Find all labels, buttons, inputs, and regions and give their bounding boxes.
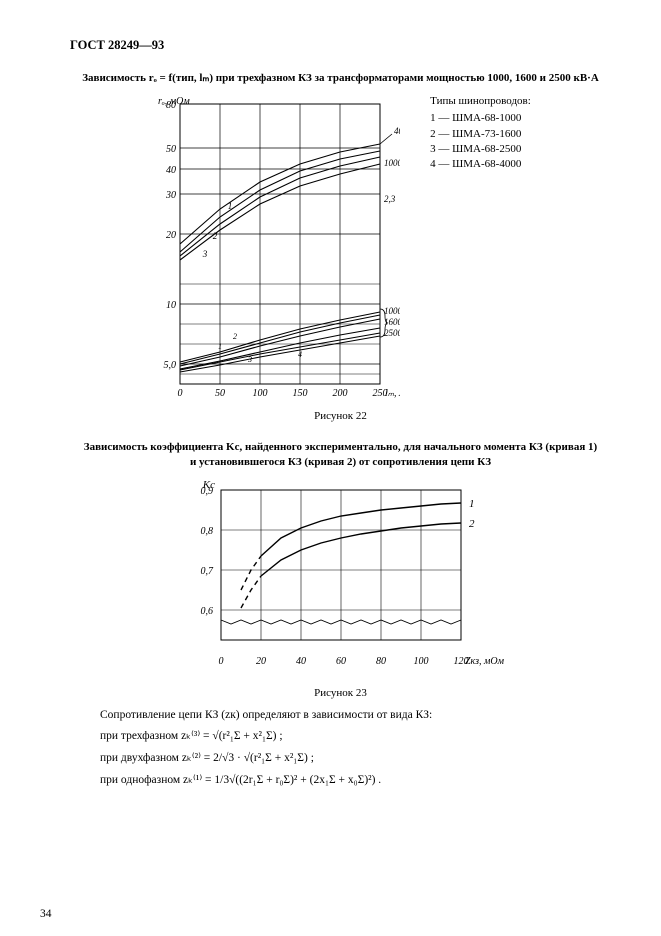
svg-text:2: 2	[213, 231, 218, 241]
formulae-intro: Сопротивление цепи КЗ (zк) определяют в …	[100, 707, 611, 725]
svg-text:1000: 1000	[384, 158, 400, 168]
fig22-legend-item: 2 — ШМА-73-1600	[430, 127, 531, 142]
fig22-chart: 8050403020105,0050100150200250lₘ, мrₒ, м…	[150, 94, 400, 404]
svg-text:60: 60	[336, 656, 346, 667]
fig23-container: 020406080100120Zкз, мОм0,60,70,80,9Kс12	[70, 476, 611, 681]
fig22-legend-item: 3 — ШМА-68-2500	[430, 142, 531, 157]
svg-text:2,3: 2,3	[384, 194, 396, 204]
svg-text:2: 2	[469, 518, 475, 530]
formula-row: при однофазном zₖ⁽¹⁾ = 1/3√((2r₁Σ + r₀Σ)…	[100, 772, 611, 790]
svg-text:0,6: 0,6	[200, 606, 213, 617]
svg-text:4: 4	[298, 350, 302, 359]
svg-text:0,7: 0,7	[200, 566, 214, 577]
svg-text:100: 100	[253, 388, 268, 399]
svg-text:rₒ, мОм: rₒ, мОм	[158, 96, 190, 107]
formula-label: при трехфазном	[100, 730, 181, 742]
svg-text:1: 1	[228, 201, 233, 211]
svg-text:100: 100	[413, 656, 428, 667]
svg-text:40: 40	[296, 656, 306, 667]
svg-text:3: 3	[202, 249, 208, 259]
svg-text:0: 0	[178, 388, 183, 399]
formula-expr: zₖ⁽¹⁾ = 1/3√((2r₁Σ + r₀Σ)² + (2x₁Σ + x₀Σ…	[183, 774, 381, 786]
fig22-caption: Рисунок 22	[70, 410, 611, 422]
svg-text:lₘ, м: lₘ, м	[385, 388, 400, 399]
svg-text:400кВ·А: 400кВ·А	[394, 126, 400, 136]
fig22-legend-title: Типы шинопроводов:	[430, 94, 531, 109]
svg-text:80: 80	[376, 656, 386, 667]
svg-text:5,0: 5,0	[164, 360, 177, 371]
fig23-chart: 020406080100120Zкз, мОм0,60,70,80,9Kс12	[171, 476, 511, 676]
svg-text:50: 50	[166, 144, 176, 155]
svg-text:30: 30	[165, 190, 176, 201]
svg-text:2500: 2500	[384, 328, 400, 338]
svg-text:1: 1	[218, 342, 222, 351]
fig22-title: Зависимость rₒ = f(тип, lₘ) при трехфазн…	[70, 71, 611, 86]
svg-text:0: 0	[218, 656, 223, 667]
svg-text:50: 50	[215, 388, 225, 399]
svg-text:150: 150	[293, 388, 308, 399]
fig23-caption: Рисунок 23	[70, 687, 611, 699]
document-header: ГОСТ 28249—93	[70, 38, 611, 53]
fig23-title-line1: Зависимость коэффициента Kс, найденного …	[70, 440, 611, 455]
svg-text:Kс: Kс	[201, 479, 214, 491]
svg-text:10: 10	[166, 300, 176, 311]
formulae-block: Сопротивление цепи КЗ (zк) определяют в …	[100, 707, 611, 790]
formula-expr: zₖ⁽³⁾ = √(r²₁Σ + x²₁Σ) ;	[181, 730, 283, 742]
svg-text:40: 40	[166, 165, 176, 176]
page-number: 34	[40, 908, 52, 920]
svg-text:1: 1	[469, 498, 475, 510]
formula-row: при трехфазном zₖ⁽³⁾ = √(r²₁Σ + x²₁Σ) ;	[100, 728, 611, 746]
fig22-legend-item: 4 — ШМА-68-4000	[430, 157, 531, 172]
page-container: ГОСТ 28249—93 Зависимость rₒ = f(тип, lₘ…	[0, 0, 661, 936]
fig22-legend-item: 1 — ШМА-68-1000	[430, 111, 531, 126]
svg-text:0,8: 0,8	[200, 526, 213, 537]
svg-text:1000: 1000	[384, 306, 400, 316]
svg-text:20: 20	[166, 230, 176, 241]
spacer	[70, 422, 611, 440]
fig22-row: 8050403020105,0050100150200250lₘ, мrₒ, м…	[70, 94, 611, 404]
formula-row: при двухфазном zₖ⁽²⁾ = 2/√3 · √(r²₁Σ + x…	[100, 750, 611, 768]
svg-text:200: 200	[333, 388, 348, 399]
svg-text:2: 2	[233, 332, 237, 341]
svg-text:3: 3	[247, 355, 252, 364]
formula-label: при двухфазном	[100, 752, 182, 764]
formula-expr: zₖ⁽²⁾ = 2/√3 · √(r²₁Σ + x²₁Σ) ;	[182, 752, 314, 764]
fig23-title-line2: и установившегося КЗ (кривая 2) от сопро…	[70, 455, 611, 470]
svg-text:Zкз, мОм: Zкз, мОм	[465, 656, 505, 667]
svg-text:20: 20	[256, 656, 266, 667]
formula-label: при однофазном	[100, 774, 183, 786]
fig22-legend: Типы шинопроводов: 1 — ШМА-68-1000 2 — Ш…	[430, 94, 531, 173]
